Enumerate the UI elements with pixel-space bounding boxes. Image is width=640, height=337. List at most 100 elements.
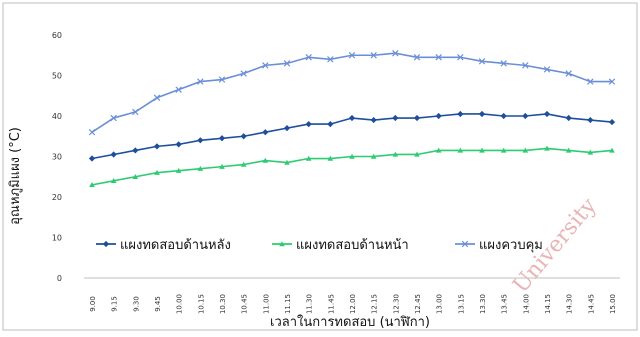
data-point [457, 147, 464, 153]
data-point [370, 153, 377, 159]
y-tick-label: 40 [52, 112, 62, 121]
data-point [370, 52, 377, 59]
data-point [609, 147, 615, 153]
data-point [175, 141, 182, 148]
x-tick-label: 9.45 [154, 296, 162, 312]
series-layer [88, 50, 616, 188]
y-axis-ticks: 0 10 20 30 40 50 60 [52, 31, 62, 283]
x-tick-label: 13.00 [436, 294, 444, 314]
y-tick-label: 0 [57, 274, 62, 283]
x-tick-label: 12.15 [371, 294, 379, 314]
x-tick-label: 9.30 [132, 296, 140, 312]
data-point [435, 147, 442, 153]
x-tick-label: 12.30 [392, 294, 400, 314]
x-tick-label: 13.15 [457, 294, 465, 314]
y-tick-label: 50 [52, 72, 62, 81]
chart-border [2, 2, 638, 331]
data-point [175, 86, 182, 93]
data-point [197, 165, 204, 171]
y-tick-label: 10 [52, 234, 62, 243]
legend-label: แผงควบคุม [479, 238, 543, 253]
legend-item: แผงทดสอบด้านหน้า [272, 238, 409, 253]
series-3 [88, 50, 616, 136]
x-tick-label: 11.00 [262, 294, 270, 314]
data-point [327, 56, 334, 63]
data-point [457, 54, 464, 61]
legend-item: แผงควบคุม [455, 238, 543, 253]
data-point [305, 155, 312, 161]
data-point [392, 151, 399, 157]
data-point [500, 147, 507, 153]
data-point [132, 173, 139, 179]
series-1 [88, 110, 616, 162]
x-tick-label: 14.15 [544, 294, 552, 314]
data-point [522, 62, 529, 69]
data-point [175, 167, 182, 173]
data-point [522, 112, 529, 120]
data-point [284, 159, 290, 165]
x-tick-label: 11.15 [284, 294, 292, 314]
x-axis-title: เวลาในการทดสอบ (นาฬิกา) [270, 314, 430, 330]
x-tick-label: 14.30 [566, 294, 574, 314]
data-point [262, 62, 269, 69]
legend-item: แผงทดสอบด้านหลัง [96, 238, 231, 253]
data-point [153, 143, 161, 150]
data-point [132, 108, 139, 116]
data-point [88, 155, 96, 162]
y-tick-label: 20 [52, 193, 62, 202]
data-point [219, 163, 225, 169]
x-tick-label: 14.45 [587, 294, 595, 314]
data-point [132, 147, 139, 154]
data-point [89, 182, 95, 188]
data-point [240, 70, 247, 77]
data-point [479, 147, 485, 153]
y-axis-title: อุณหภูมิแผง (°C) [8, 127, 23, 225]
legend: แผงทดสอบด้านหลัง แผงทดสอบด้านหน้า แผงควบคุ… [96, 238, 543, 253]
data-point [88, 128, 96, 136]
x-tick-label: 10.15 [197, 294, 205, 314]
legend-marker [461, 240, 469, 248]
x-tick-label: 11.45 [327, 294, 335, 314]
data-point [565, 70, 572, 77]
legend-label: แผงทดสอบด้านหลัง [120, 238, 231, 253]
legend-marker [279, 241, 285, 247]
x-tick-label: 9.15 [111, 296, 119, 312]
data-point [587, 149, 594, 155]
x-tick-label: 10.00 [176, 294, 184, 314]
data-point [500, 60, 507, 67]
x-tick-label: 11.30 [306, 294, 314, 314]
data-point [413, 54, 421, 61]
y-tick-label: 30 [52, 153, 62, 162]
data-point [565, 147, 572, 153]
data-point [587, 78, 594, 85]
data-point [543, 66, 551, 73]
series-2 [89, 145, 615, 188]
data-point [522, 147, 529, 153]
x-tick-label: 12.00 [349, 294, 357, 314]
data-point [327, 155, 334, 161]
data-point [153, 94, 161, 101]
x-tick-label: 13.45 [501, 294, 509, 314]
legend-label: แผงทดสอบด้านหน้า [296, 238, 409, 253]
data-point [544, 145, 550, 151]
data-point [392, 50, 399, 57]
x-axis-ticks: 9.00 9.15 9.30 9.45 10.00 10.15 10.30 10.45 11.0… [89, 294, 617, 314]
data-point [197, 137, 204, 144]
data-point [587, 116, 594, 124]
data-point [478, 58, 486, 65]
data-point [240, 161, 247, 167]
data-point [349, 153, 355, 159]
data-point [608, 78, 616, 85]
x-tick-label: 15.00 [609, 294, 617, 314]
data-point [197, 78, 204, 85]
x-tick-label: 13.30 [479, 294, 487, 314]
data-point [305, 54, 312, 61]
data-point [218, 76, 226, 83]
data-point [154, 169, 160, 175]
x-tick-label: 10.30 [219, 294, 227, 314]
legend-marker [102, 240, 110, 248]
x-tick-label: 14.00 [522, 294, 530, 314]
x-tick-label: 10.45 [241, 294, 249, 314]
x-tick-label: 9.00 [89, 296, 97, 312]
